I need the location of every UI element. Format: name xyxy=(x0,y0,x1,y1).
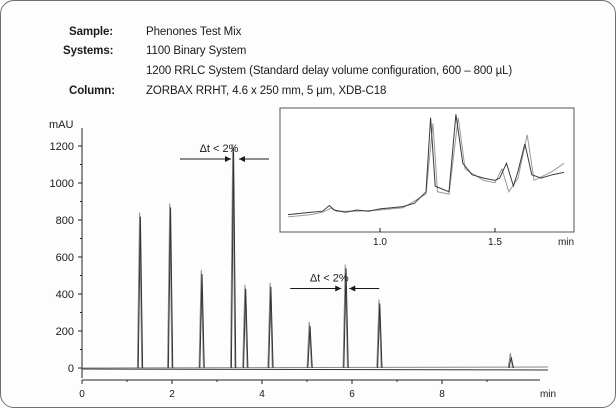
annotation-arrowhead xyxy=(239,155,245,162)
sample-value: Phenones Test Mix xyxy=(146,26,242,38)
peak-trace-dark xyxy=(199,273,205,369)
peak-trace-light xyxy=(306,321,312,369)
column-value: ZORBAX RRHT, 4.6 x 250 mm, 5 µm, XDB-C18 xyxy=(146,85,387,97)
y-tick-label: 200 xyxy=(56,326,74,338)
peak-trace-dark xyxy=(307,325,313,369)
inset-x-tick-label: 1.0 xyxy=(373,237,387,248)
y-tick-label: 1000 xyxy=(50,178,74,190)
y-tick-label: 0 xyxy=(68,363,74,375)
peak-trace-light xyxy=(267,282,273,369)
x-tick-label: 0 xyxy=(79,389,85,400)
peak-trace-dark xyxy=(137,216,144,369)
systems-value-1: 1100 Binary System xyxy=(146,45,247,57)
peak-trace-light xyxy=(230,144,236,369)
x-tick-label: 8 xyxy=(439,389,445,400)
systems-value-2: 1200 RRLC System (Standard delay volume … xyxy=(146,65,513,77)
inset-trace-dark xyxy=(287,114,565,216)
baseline-light xyxy=(81,366,549,369)
sample-label: Sample: xyxy=(69,26,114,38)
y-tick-label: 400 xyxy=(56,289,74,301)
annotation-arrowhead xyxy=(225,155,231,162)
peak-trace-dark xyxy=(243,288,249,369)
peak-trace-light xyxy=(507,353,514,369)
peak-trace-dark xyxy=(268,286,274,369)
x-tick-label: 2 xyxy=(169,389,175,400)
baseline-dark xyxy=(81,368,549,371)
peak-trace-light xyxy=(342,264,348,369)
peak-trace-light xyxy=(198,269,204,369)
peak-trace-light xyxy=(167,203,173,369)
inset-x-axis-label: min xyxy=(558,237,574,248)
peak-trace-light xyxy=(242,284,248,369)
peak-trace-dark xyxy=(343,268,349,369)
delta-t-annotation: Δt < 2% xyxy=(200,143,239,155)
peak-trace-dark xyxy=(377,303,383,369)
y-axis-label: mAU xyxy=(49,119,74,131)
peak-trace-light xyxy=(136,212,143,369)
column-label: Column: xyxy=(69,85,115,97)
x-axis-label: min xyxy=(540,389,556,400)
y-tick-label: 600 xyxy=(56,252,74,264)
peak-trace-dark xyxy=(167,207,174,369)
y-tick-label: 800 xyxy=(56,215,74,227)
delta-t-annotation: Δt < 2% xyxy=(310,272,349,284)
x-tick-label: 4 xyxy=(259,389,265,400)
x-tick-label: 6 xyxy=(349,389,355,400)
inset-x-tick-label: 1.5 xyxy=(488,237,502,248)
peak-trace-light xyxy=(376,299,382,369)
y-tick-label: 1200 xyxy=(50,141,74,153)
annotation-arrowhead xyxy=(335,285,342,292)
peak-trace-dark xyxy=(230,148,237,369)
systems-label: Systems: xyxy=(63,45,114,57)
peak-trace-dark xyxy=(508,357,514,369)
annotation-arrowhead xyxy=(349,285,356,292)
